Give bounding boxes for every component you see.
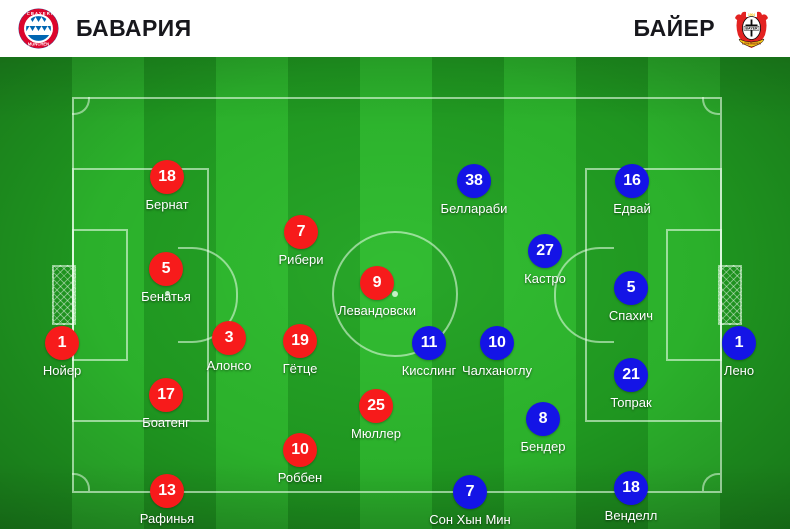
player-marker[interactable]: 10 Роббен (230, 433, 370, 485)
player-marker[interactable]: 5 Спахич (561, 271, 701, 323)
player-number-badge: 7 (453, 475, 487, 509)
player-marker[interactable]: 18 Бернат (97, 160, 237, 212)
player-name-label: Топрак (610, 395, 652, 410)
player-name-label: Бендер (520, 439, 566, 454)
player-marker[interactable]: 17 Боатенг (96, 378, 236, 430)
player-marker[interactable]: 9 Левандовски (307, 266, 447, 318)
player-number-badge: 18 (150, 160, 184, 194)
player-marker[interactable]: 11 Кисслинг (359, 326, 499, 378)
player-name-label: Бернат (145, 197, 189, 212)
player-name-label: Гётце (282, 361, 318, 376)
player-marker[interactable]: 16 Едвай (562, 164, 702, 216)
player-name-label: Алонсо (206, 358, 252, 373)
player-number-badge: 16 (615, 164, 649, 198)
player-number-badge: 19 (283, 324, 317, 358)
player-number-badge: 18 (614, 471, 648, 505)
svg-text:MÜNCHEN: MÜNCHEN (28, 42, 49, 47)
player-marker[interactable]: 8 Бендер (473, 402, 613, 454)
home-team-name: БАВАРИЯ (76, 15, 192, 41)
player-number-badge: 3 (212, 321, 246, 355)
player-marker[interactable]: 38 Беллараби (404, 164, 544, 216)
player-marker[interactable]: 13 Рафинья (97, 474, 237, 526)
player-marker[interactable]: 3 Алонсо (159, 321, 299, 373)
player-marker[interactable]: 5 Бенатья (96, 252, 236, 304)
player-name-label: Боатенг (142, 415, 190, 430)
player-name-label: Венделл (604, 508, 658, 523)
goal-area-left (72, 229, 128, 361)
player-name-label: Лено (723, 363, 755, 378)
goal-net-right (718, 265, 742, 325)
player-name-label: Бенатья (141, 289, 191, 304)
match-header: F C B A Y E R N MÜNCHEN БАВАРИЯ БАЙЕР BA… (0, 0, 790, 57)
player-number-badge: 10 (283, 433, 317, 467)
player-name-label: Мюллер (351, 426, 401, 441)
player-number-badge: 5 (614, 271, 648, 305)
svg-text:F C B A Y E R N: F C B A Y E R N (23, 11, 54, 16)
player-number-badge: 1 (45, 326, 79, 360)
player-number-badge: 25 (359, 389, 393, 423)
svg-text:BAYER: BAYER (745, 27, 758, 31)
player-number-badge: 13 (150, 474, 184, 508)
player-name-label: Левандовски (338, 303, 416, 318)
player-number-badge: 38 (457, 164, 491, 198)
player-name-label: Роббен (277, 470, 323, 485)
player-name-label: Чалханоглу (461, 363, 532, 378)
player-marker[interactable]: 10 Чалханоглу (427, 326, 567, 378)
player-number-badge: 27 (528, 234, 562, 268)
goal-net-left (52, 265, 76, 325)
home-team-block: F C B A Y E R N MÜNCHEN БАВАРИЯ (18, 0, 192, 57)
player-name-label: Кастро (524, 271, 566, 286)
corner-arc-bottom-right (702, 473, 720, 491)
player-number-badge: 7 (284, 215, 318, 249)
player-marker[interactable]: 1 Нойер (0, 326, 132, 378)
center-circle (332, 231, 458, 357)
away-team-name: БАЙЕР (633, 15, 715, 41)
player-number-badge: 1 (722, 326, 756, 360)
player-name-label: Спахич (608, 308, 654, 323)
bayern-munich-crest: F C B A Y E R N MÜNCHEN (18, 8, 59, 49)
player-marker[interactable]: 27 Кастро (475, 234, 615, 286)
player-number-badge: 5 (149, 252, 183, 286)
football-pitch: 1 Нойер 18 Бернат 5 Бенатья 17 Боатенг 13 Рафинья… (0, 57, 790, 529)
svg-text:Leverkusen: Leverkusen (742, 42, 761, 46)
center-spot (392, 291, 398, 297)
player-marker[interactable]: 7 Сон Хын Мин (400, 475, 540, 527)
player-number-badge: 8 (526, 402, 560, 436)
player-name-label: Едвай (613, 201, 651, 216)
bayer-leverkusen-crest: BAYER Leverkusen 1904 (731, 8, 772, 49)
player-number-badge: 17 (149, 378, 183, 412)
player-number-badge: 21 (614, 358, 648, 392)
player-name-label: Сон Хын Мин (429, 512, 511, 527)
player-number-badge: 10 (480, 326, 514, 360)
player-marker[interactable]: 21 Топрак (561, 358, 701, 410)
away-team-block: БАЙЕР BAYER Leverkusen 1904 (634, 0, 772, 57)
player-name-label: Беллараби (440, 201, 508, 216)
player-name-label: Нойер (42, 363, 82, 378)
player-name-label: Кисслинг (401, 363, 457, 378)
player-marker[interactable]: 25 Мюллер (306, 389, 446, 441)
player-marker[interactable]: 19 Гётце (230, 324, 370, 376)
player-marker[interactable]: 1 Лено (669, 326, 790, 378)
player-number-badge: 11 (412, 326, 446, 360)
player-number-badge: 9 (360, 266, 394, 300)
player-name-label: Рафинья (139, 511, 195, 526)
penalty-spot-left (165, 291, 170, 296)
player-marker[interactable]: 18 Венделл (561, 471, 701, 523)
goal-area-right (666, 229, 722, 361)
player-marker[interactable]: 7 Рибери (231, 215, 371, 267)
svg-text:1904: 1904 (748, 13, 755, 17)
player-name-label: Рибери (278, 252, 324, 267)
